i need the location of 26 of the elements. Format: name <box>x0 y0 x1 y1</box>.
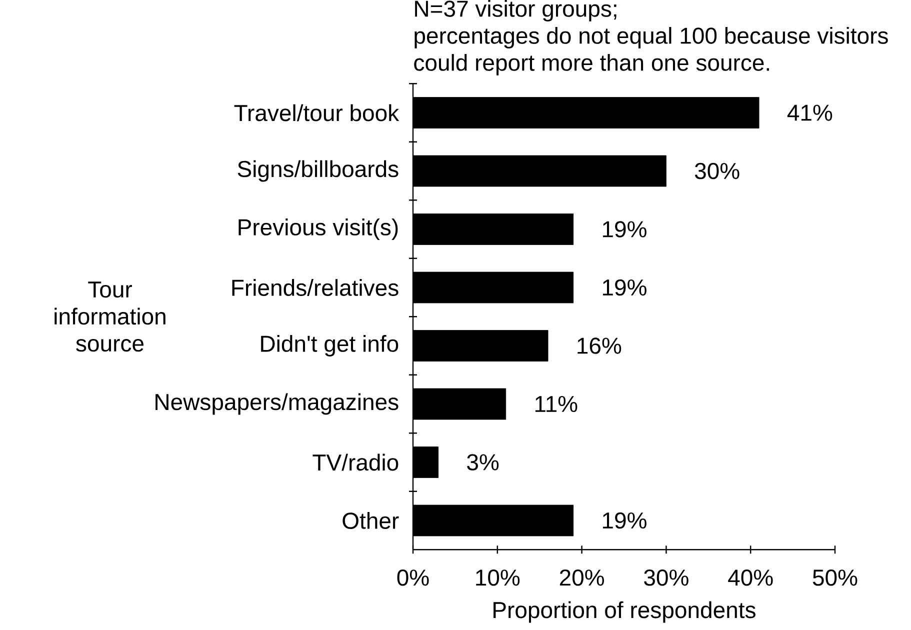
x-tick-label: 20% <box>560 569 604 586</box>
data-label: 41% <box>787 104 832 121</box>
y-axis-title: Tour information source <box>54 281 166 352</box>
data-label: 3% <box>467 454 499 470</box>
data-label: 19% <box>602 279 646 296</box>
y-tick-label: Friends/relatives <box>232 278 398 296</box>
data-label: 11% <box>535 396 578 412</box>
x-tick-label: 40% <box>728 569 773 586</box>
y-tick-label: Newspapers/magazines <box>156 393 398 415</box>
x-tick-label: 30% <box>644 569 688 586</box>
y-tick-label: Travel/tour book <box>234 104 400 121</box>
data-label: 19% <box>602 220 646 238</box>
data-label: 30% <box>694 162 740 179</box>
x-tick-label: 50% <box>812 569 858 586</box>
x-tick-label: 10% <box>476 569 520 586</box>
y-tick-label: Signs/billboards <box>238 160 398 182</box>
data-label: 16% <box>578 337 622 354</box>
x-tick-label: 0% <box>397 569 429 586</box>
text: N=37 visitor groups; <box>415 0 616 22</box>
y-tick-label: Previous visit(s) <box>238 218 398 240</box>
y-tick-label: TV/radio <box>312 454 398 470</box>
y-tick-label: Other <box>342 512 399 529</box>
y-tick-label: Didn't get info <box>261 334 398 356</box>
text: percentages do not equal 100 because visitors could report more than one source. <box>414 26 888 76</box>
x-axis-title: Proportion of respondents <box>494 601 756 623</box>
data-label: 19% <box>602 512 646 528</box>
